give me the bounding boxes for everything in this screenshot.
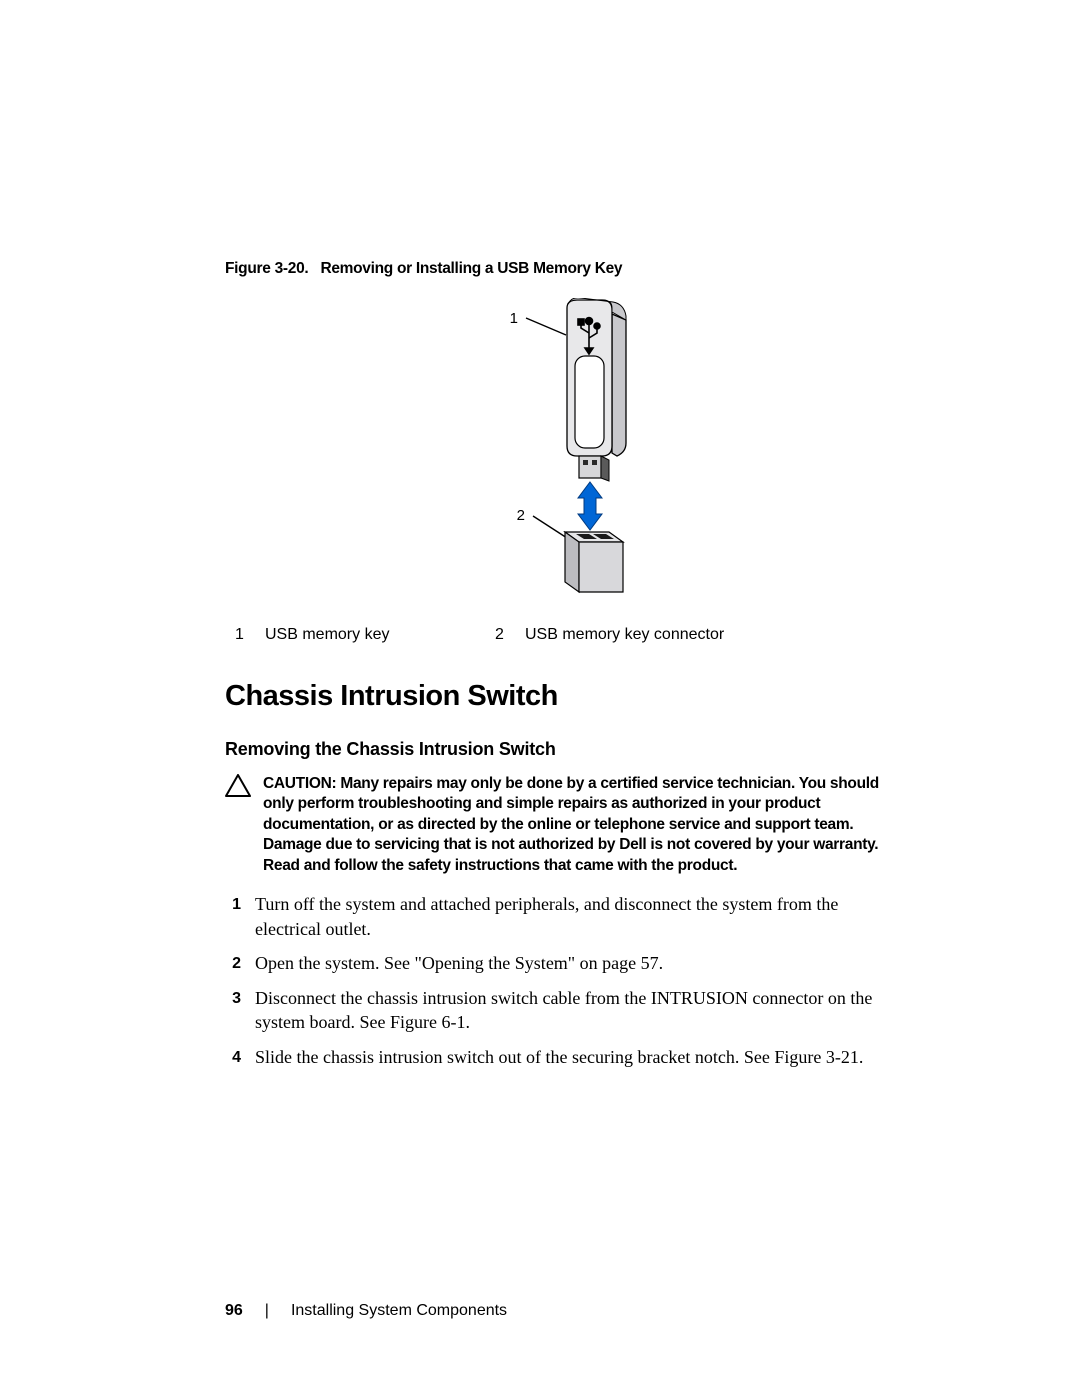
step-number: 4 [225, 1045, 241, 1069]
caution-label: CAUTION: [263, 775, 340, 792]
subsection-heading: Removing the Chassis Intrusion Switch [225, 739, 900, 760]
legend-num: 1 [235, 626, 247, 644]
callout-1-num: 1 [509, 310, 517, 327]
step-text: Turn off the system and attached periphe… [255, 892, 900, 941]
figure-title: Removing or Installing a USB Memory Key [320, 260, 622, 277]
legend-label: USB memory key [265, 626, 389, 644]
list-item: 4 Slide the chassis intrusion switch out… [225, 1045, 900, 1069]
list-item: 3 Disconnect the chassis intrusion switc… [225, 986, 900, 1035]
footer-section-title: Installing System Components [291, 1302, 507, 1320]
step-text: Disconnect the chassis intrusion switch … [255, 986, 900, 1035]
legend-item: 2 USB memory key connector [495, 626, 724, 644]
list-item: 1 Turn off the system and attached perip… [225, 892, 900, 941]
page-footer: 96 | Installing System Components [225, 1302, 507, 1320]
step-text: Slide the chassis intrusion switch out o… [255, 1045, 863, 1069]
caution-text: CAUTION: Many repairs may only be done b… [263, 774, 900, 876]
figure-diagram-wrap: 1 [225, 298, 900, 598]
legend-label: USB memory key connector [525, 626, 724, 644]
figure-legend: 1 USB memory key 2 USB memory key connec… [235, 626, 900, 644]
legend-num: 2 [495, 626, 507, 644]
step-number: 2 [225, 951, 241, 975]
step-text: Open the system. See "Opening the System… [255, 951, 663, 975]
caution-icon [225, 774, 251, 876]
steps-list: 1 Turn off the system and attached perip… [225, 892, 900, 1069]
usb-key-icon [567, 298, 626, 481]
step-number: 1 [225, 892, 241, 941]
footer-divider: | [265, 1302, 269, 1320]
caution-body: Many repairs may only be done by a certi… [263, 775, 879, 874]
list-item: 2 Open the system. See "Opening the Syst… [225, 951, 900, 975]
section-heading: Chassis Intrusion Switch [225, 680, 900, 713]
insert-arrow-icon [578, 482, 602, 530]
usb-socket-icon [565, 532, 623, 592]
callout-2-num: 2 [516, 507, 524, 524]
caution-block: CAUTION: Many repairs may only be done b… [225, 774, 900, 876]
page-number: 96 [225, 1302, 243, 1320]
legend-item: 1 USB memory key [235, 626, 495, 644]
page: Figure 3-20. Removing or Installing a US… [0, 0, 1080, 1397]
figure-caption: Figure 3-20. Removing or Installing a US… [225, 260, 900, 278]
usb-key-diagram: 1 [413, 298, 713, 598]
step-number: 3 [225, 986, 241, 1035]
figure-number: Figure 3-20. [225, 260, 308, 277]
